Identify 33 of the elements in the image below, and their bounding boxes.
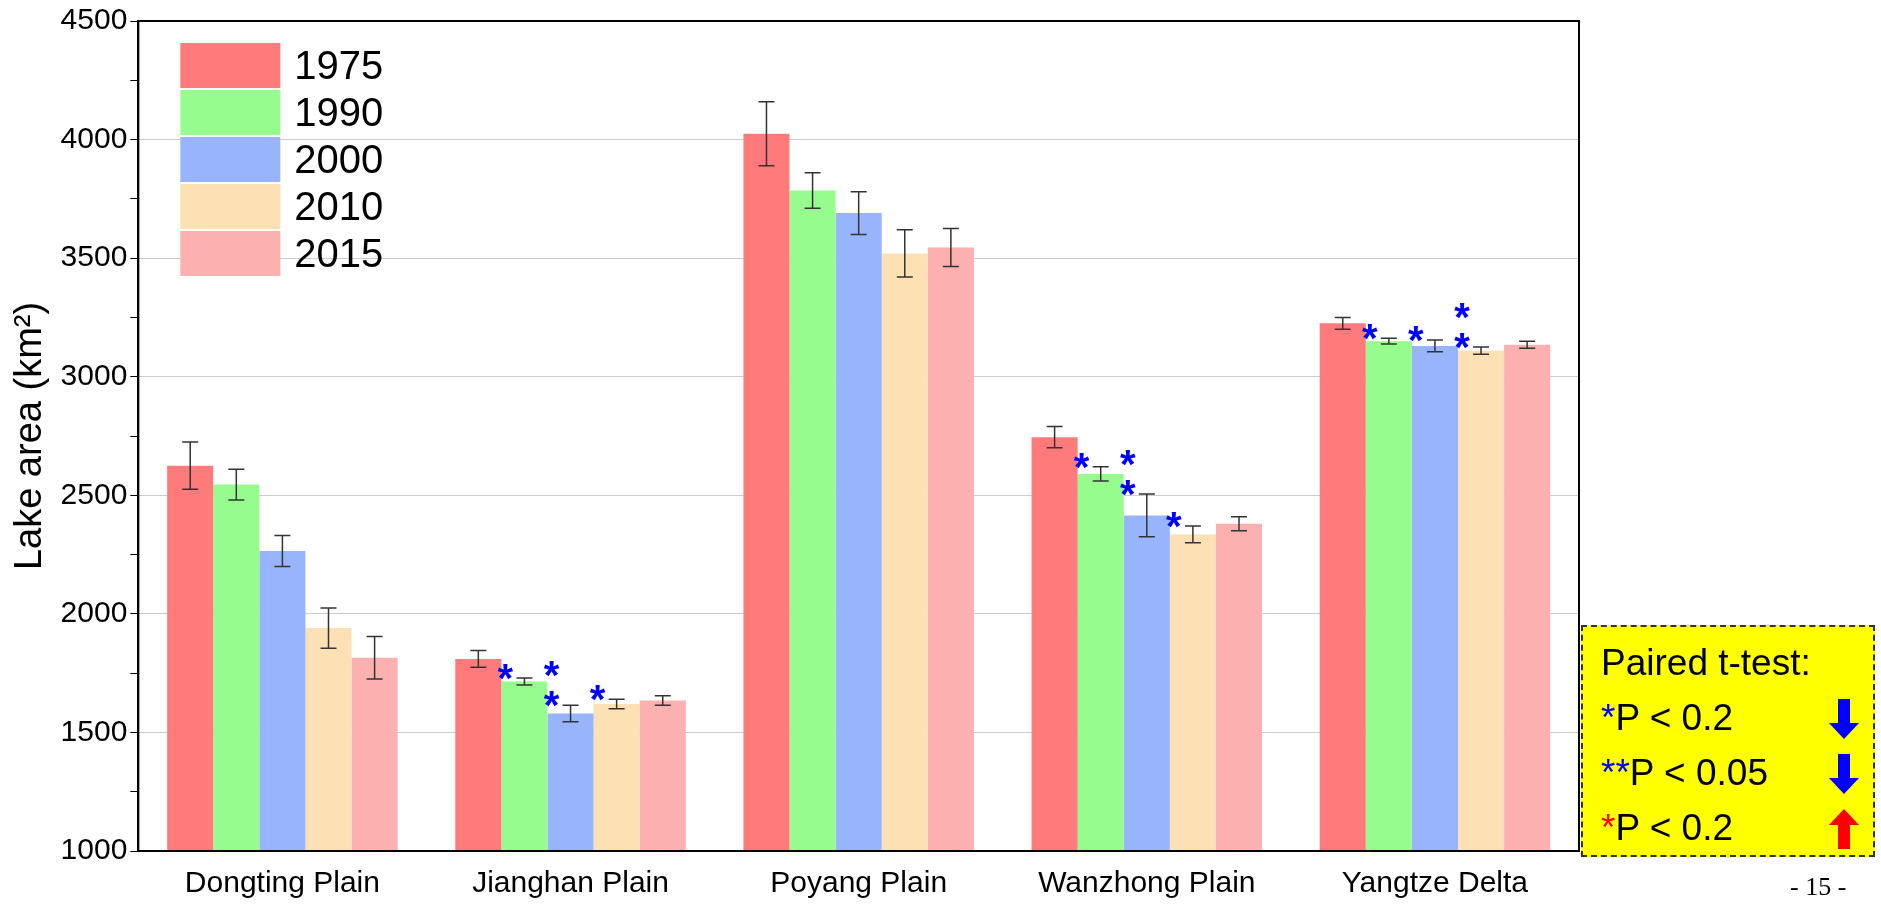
data-label: * [1073, 444, 1090, 489]
y-tick-label: 3000 [60, 357, 128, 391]
data-label: ** [543, 653, 560, 728]
y-axis-title: Lake area (km²) [7, 301, 50, 571]
data-label: * [1361, 316, 1378, 361]
x-tick-label: Dongting Plain [184, 865, 380, 899]
y-tick-label: 2000 [60, 595, 128, 629]
legend-label: 1990 [294, 89, 384, 134]
text: *P < 0.2 [1601, 696, 1735, 740]
data-label: * [497, 655, 514, 700]
text: **P < 0.05 [1601, 751, 1769, 795]
y-tick-label: 1500 [60, 713, 128, 747]
legend-label: 2015 [294, 230, 384, 275]
data-label: * [589, 677, 606, 722]
x-tick-label: Wanzhong Plain [1038, 865, 1256, 899]
data-label: ** [1119, 442, 1136, 517]
y-tick-label: 1000 [60, 832, 128, 866]
legend-label: 2010 [294, 183, 384, 228]
text: Paired t-test: [1601, 641, 1812, 685]
y-tick-label: 3500 [60, 239, 128, 273]
y-tick-label: 4500 [60, 2, 128, 36]
data-label: * [1166, 504, 1183, 549]
data-label: * * [1454, 295, 1471, 370]
x-tick-label: Poyang Plain [770, 865, 948, 899]
x-tick-label: Jianghan Plain [472, 865, 669, 899]
y-tick-label: 2500 [60, 476, 128, 510]
legend-label: 1975 [294, 42, 384, 87]
data-label: * [1408, 317, 1425, 362]
legend-label: 2000 [294, 136, 384, 181]
text: *P < 0.2 [1601, 806, 1735, 850]
text: - 15 - [1790, 872, 1847, 902]
y-tick-label: 4000 [60, 120, 128, 154]
x-tick-label: Yangtze Delta [1341, 865, 1529, 899]
